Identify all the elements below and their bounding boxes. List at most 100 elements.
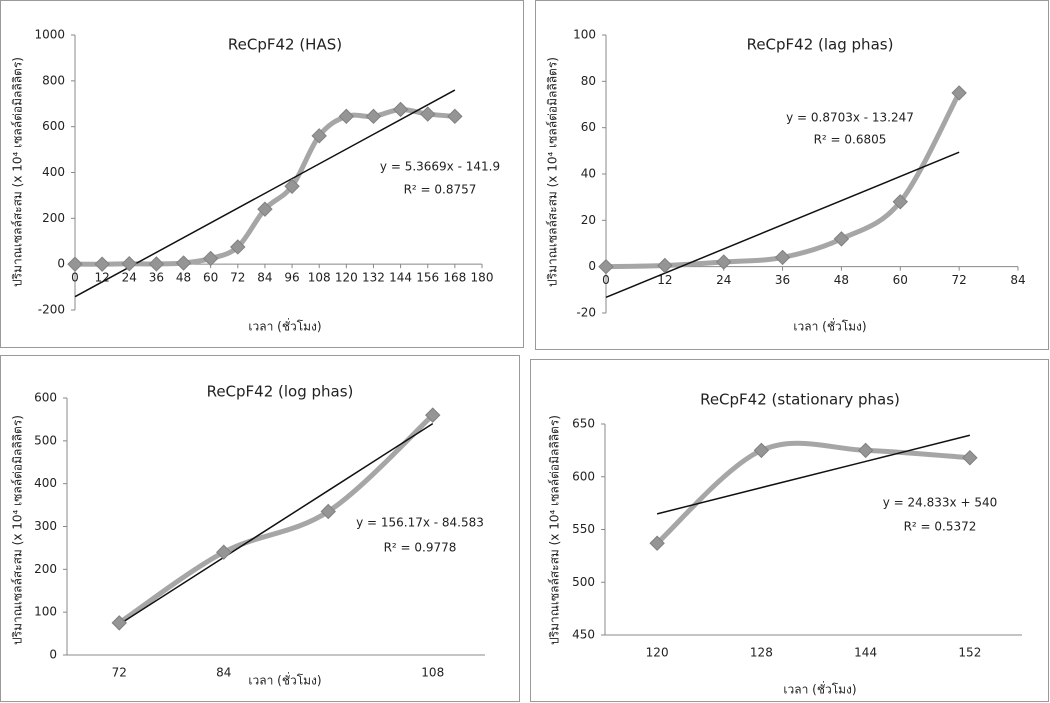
annotation: y = 0.8703x - 13.247: [786, 111, 914, 125]
y-tick-label: 0: [49, 648, 57, 662]
marker: [657, 257, 673, 274]
trendline: [656, 434, 971, 515]
marker: [716, 254, 732, 270]
marker: [833, 231, 850, 247]
y-tick-label: 600: [34, 391, 57, 405]
x-tick-label: 0: [71, 271, 79, 285]
x-tick-label: 108: [421, 666, 444, 680]
annotation: R² = 0.8757: [404, 183, 477, 197]
y-tick-label: 800: [42, 73, 65, 87]
marker: [311, 128, 327, 144]
marker: [121, 256, 137, 272]
y-axis-title: ปริมาณเซลล์สะสม (x 10⁴ เซลล์ต่อมิลลิลิตร…: [11, 415, 25, 645]
marker: [148, 256, 165, 272]
x-tick-label: 108: [308, 271, 331, 285]
marker: [257, 201, 273, 217]
x-tick-label: 96: [284, 271, 299, 285]
y-tick-label: 500: [572, 575, 595, 589]
y-tick-label: -20: [576, 306, 596, 320]
y-axis-title: ปริมาณเซลล์สะสม (x 10⁴ เซลล์ต่อมิลลิลิตร…: [546, 57, 560, 287]
y-tick-label: 600: [572, 469, 595, 483]
y-tick-label: 80: [581, 74, 596, 88]
chart-title: ReCpF42 (HAS): [228, 36, 342, 54]
x-tick-label: 60: [893, 273, 908, 287]
y-tick-label: 0: [57, 257, 65, 271]
marker: [753, 442, 770, 459]
x-tick-label: 168: [443, 271, 466, 285]
annotation: y = 24.833x + 540: [883, 496, 997, 510]
x-tick-label: 152: [958, 646, 981, 660]
marker: [392, 101, 409, 118]
x-tick-label: 48: [176, 271, 191, 285]
marker: [216, 544, 232, 560]
marker: [962, 450, 978, 466]
x-tick-label: 72: [952, 273, 967, 287]
annotation: y = 5.3669x - 141.9: [380, 160, 500, 174]
marker: [447, 108, 463, 125]
marker: [774, 249, 791, 266]
marker: [951, 85, 967, 101]
marker: [338, 108, 355, 125]
y-tick-label: 400: [34, 476, 57, 490]
y-tick-label: 300: [34, 519, 57, 533]
x-axis-title: เวลา (ชั่วโมง): [248, 318, 321, 334]
x-axis-title: เวลา (ชั่วโมง): [248, 672, 321, 688]
marker: [230, 239, 246, 255]
data-line: [655, 440, 971, 546]
annotation: R² = 0.6805: [814, 133, 887, 147]
marker: [284, 178, 300, 194]
x-tick-label: 132: [362, 271, 385, 285]
marker: [67, 256, 83, 272]
marker: [111, 615, 127, 631]
y-tick-label: 40: [581, 167, 596, 181]
marker: [420, 106, 436, 122]
x-tick-label: 72: [230, 271, 245, 285]
x-tick-label: 48: [834, 273, 849, 287]
y-tick-label: 650: [572, 417, 595, 431]
chart-title: ReCpF42 (stationary phas): [700, 391, 900, 409]
x-tick-label: 12: [657, 273, 672, 287]
y-tick-label: 600: [42, 119, 65, 133]
x-tick-label: 120: [335, 271, 358, 285]
marker: [892, 194, 908, 210]
y-tick-label: 200: [42, 211, 65, 225]
annotation: y = 156.17x - 84.583: [356, 516, 484, 530]
trendline: [118, 423, 434, 625]
panel: [530, 359, 1049, 702]
x-tick-label: 144: [389, 271, 412, 285]
marker: [857, 442, 874, 459]
x-tick-label: 156: [416, 271, 439, 285]
x-tick-label: 120: [646, 646, 669, 660]
y-axis-title: ปริมาณเซลล์สะสม (x 10⁴ เซลล์ต่อมิลลิลิตร…: [548, 415, 562, 645]
marker: [425, 407, 441, 423]
y-tick-label: 100: [34, 605, 57, 619]
chart-title: ReCpF42 (lag phas): [747, 36, 894, 54]
trendline: [74, 89, 456, 298]
marker: [202, 250, 219, 267]
x-tick-label: 128: [750, 646, 773, 660]
y-tick-label: 450: [572, 628, 595, 642]
marker: [365, 108, 382, 125]
y-tick-label: 550: [572, 522, 595, 536]
chart-title: ReCpF42 (log phas): [207, 383, 354, 401]
data-line: [117, 413, 435, 625]
x-tick-label: 36: [149, 271, 164, 285]
x-tick-label: 24: [716, 273, 731, 287]
x-tick-label: 72: [112, 666, 127, 680]
x-tick-label: 60: [203, 271, 218, 285]
x-tick-label: 0: [602, 273, 610, 287]
annotation: R² = 0.5372: [904, 520, 977, 534]
x-axis-title: เวลา (ชั่วโมง): [783, 681, 856, 697]
marker: [649, 535, 665, 551]
y-axis-title: ปริมาณเซลล์สะสม (x 10⁴ เซลล์ต่อมิลลิลิตร…: [11, 57, 25, 287]
y-tick-label: 200: [34, 562, 57, 576]
x-tick-label: 180: [471, 271, 494, 285]
y-tick-label: 60: [581, 120, 596, 134]
marker: [175, 255, 192, 271]
x-tick-label: 12: [94, 271, 109, 285]
y-tick-label: 0: [588, 259, 596, 273]
x-axis-title: เวลา (ชั่วโมง): [793, 318, 866, 334]
y-tick-label: 400: [42, 165, 65, 179]
x-tick-label: 84: [216, 666, 231, 680]
